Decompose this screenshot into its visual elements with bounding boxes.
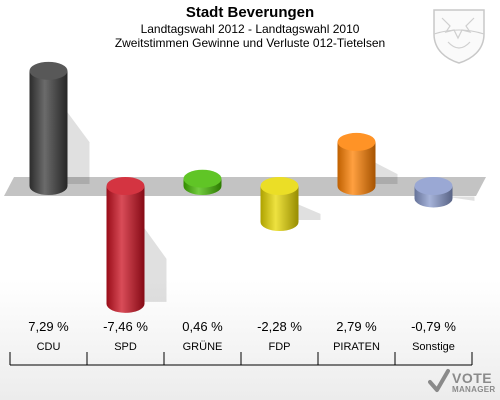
logo-vote-text: VOTE bbox=[452, 370, 493, 386]
chart-subtitle-district: Zweitstimmen Gewinne und Verluste 012-Ti… bbox=[114, 36, 386, 50]
category-axis bbox=[9, 352, 473, 366]
bar-grüne bbox=[183, 169, 222, 195]
value-label-sonstige: -0,79 % bbox=[411, 319, 456, 334]
logo-manager-text: MANAGER bbox=[452, 385, 496, 394]
votemanager-logo: VOTE MANAGER bbox=[428, 368, 498, 398]
category-label-cdu: CDU bbox=[37, 341, 61, 353]
bar-sonstige bbox=[414, 177, 453, 208]
bar-cdu bbox=[29, 61, 68, 195]
chart-subtitle-election: Landtagswahl 2012 - Landtagswahl 2010 bbox=[140, 22, 360, 36]
checkmark-icon bbox=[428, 369, 450, 392]
value-label-piraten: 2,79 % bbox=[336, 319, 377, 334]
coat-of-arms-icon bbox=[433, 9, 485, 64]
bars bbox=[29, 61, 453, 313]
value-label-grüne: 0,46 % bbox=[182, 319, 223, 334]
bar-fdp bbox=[260, 177, 299, 232]
category-label-fdp: FDP bbox=[269, 341, 291, 353]
chart-title: Stadt Beverungen bbox=[185, 4, 315, 21]
value-labels: 7,29 % CDU -7,46 % SPD 0,46 % GRÜNE -2,28 % FDP… bbox=[28, 319, 456, 353]
chart-titles: Stadt Beverungen Landtagswahl 2012 - Lan… bbox=[0, 4, 500, 50]
category-label-piraten: PIRATEN bbox=[333, 341, 380, 353]
category-label-sonstige: Sonstige bbox=[412, 341, 455, 353]
category-label-spd: SPD bbox=[114, 341, 137, 353]
bar-spd bbox=[106, 177, 145, 313]
value-label-cdu: 7,29 % bbox=[28, 319, 69, 334]
category-label-grüne: GRÜNE bbox=[183, 341, 223, 353]
value-label-fdp: -2,28 % bbox=[257, 319, 302, 334]
value-label-spd: -7,46 % bbox=[103, 319, 148, 334]
bar-piraten bbox=[337, 132, 376, 195]
